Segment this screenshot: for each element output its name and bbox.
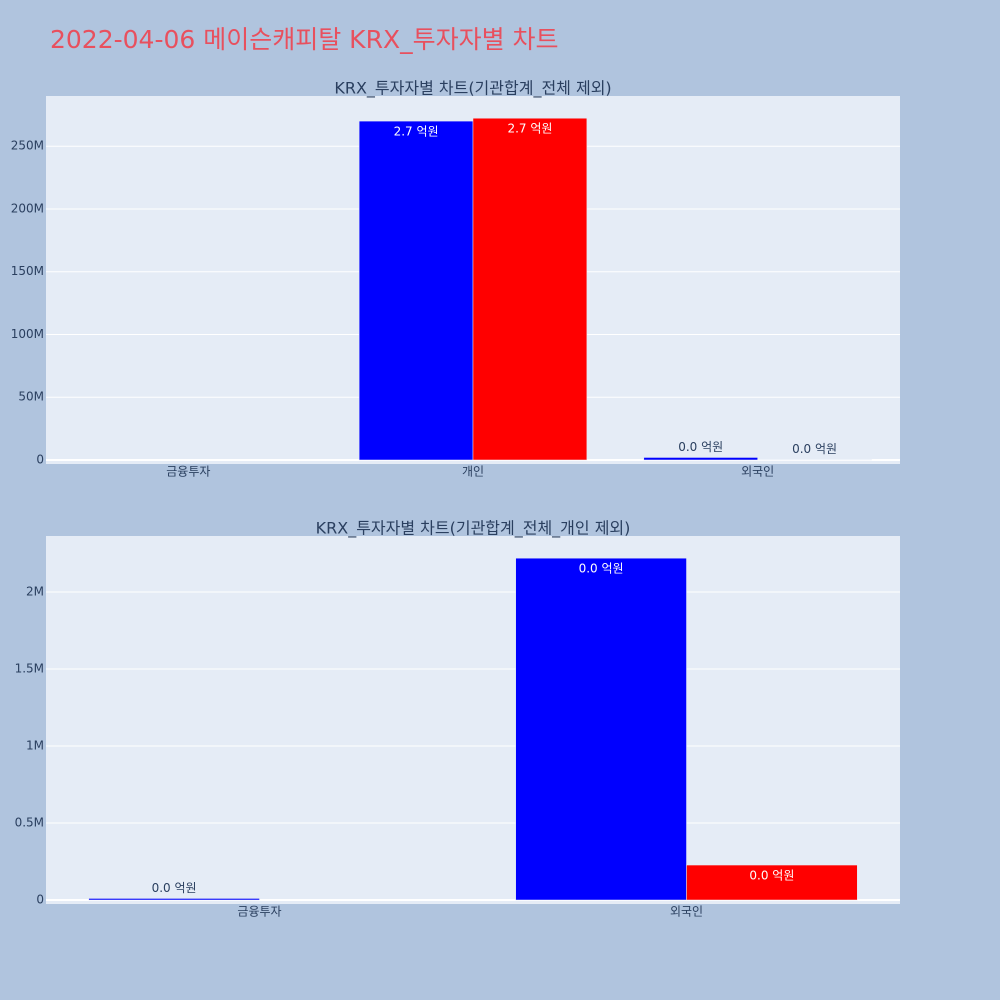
x-tick-label: 금융투자	[166, 465, 210, 479]
y-tick-label: 1M	[26, 739, 44, 753]
page-title: 2022-04-06 메이슨캐피탈 KRX_투자자별 차트	[50, 25, 559, 54]
bar	[358, 120, 474, 461]
data-label: 0.0 억원	[749, 869, 794, 883]
y-tick-label: 1.5M	[15, 662, 44, 676]
chart-title: KRX_투자자별 차트(기관합계_전체_개인 제외)	[316, 519, 631, 539]
y-tick-label: 0	[36, 892, 44, 906]
y-tick-label: 200M	[11, 201, 44, 215]
x-tick-label: 외국인	[670, 905, 703, 919]
x-tick-label: 외국인	[741, 465, 774, 479]
y-tick-label: 0	[36, 452, 44, 466]
data-label: 2.7 억원	[394, 125, 439, 139]
y-tick-label: 100M	[11, 327, 44, 341]
x-tick-label: 금융투자	[237, 905, 281, 919]
chart-title: KRX_투자자별 차트(기관합계_전체 제외)	[334, 79, 611, 99]
data-label: 0.0 억원	[678, 440, 723, 454]
data-label: 0.0 억원	[579, 562, 624, 576]
data-label: 0.0 억원	[152, 881, 197, 895]
data-label: 0.0 억원	[792, 442, 837, 456]
bar	[472, 117, 588, 461]
y-tick-label: 0.5M	[15, 816, 44, 830]
plot-area	[46, 536, 900, 904]
x-tick-label: 개인	[462, 465, 484, 479]
y-tick-label: 50M	[18, 390, 44, 404]
y-tick-label: 2M	[26, 585, 44, 599]
bar	[643, 457, 758, 461]
data-label: 2.7 억원	[507, 122, 552, 136]
y-tick-label: 250M	[11, 139, 44, 153]
bar	[515, 557, 687, 901]
bar	[88, 898, 260, 901]
y-tick-label: 150M	[11, 264, 44, 278]
bar	[686, 864, 858, 901]
